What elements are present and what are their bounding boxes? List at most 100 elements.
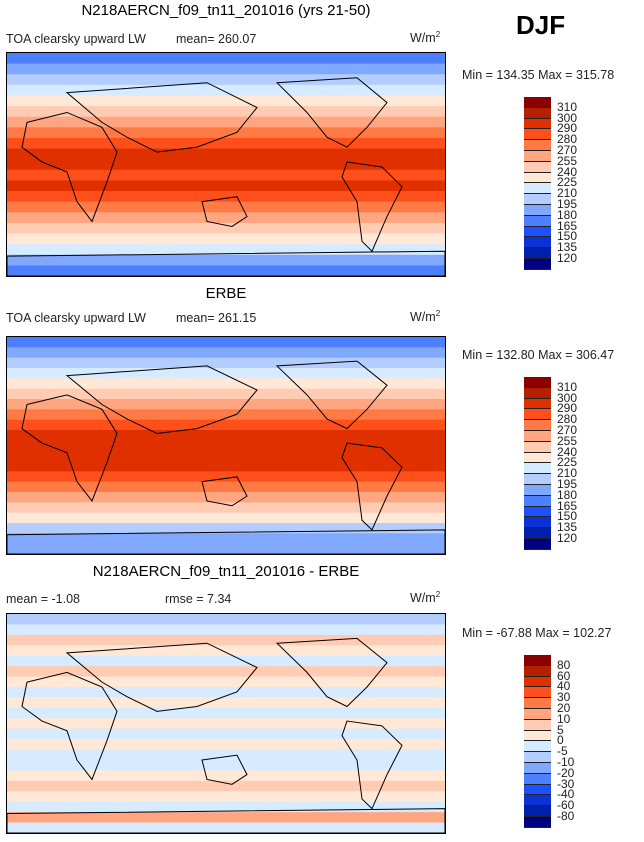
coastline [341,442,403,531]
colorbar-swatch [524,172,551,184]
zonal-band [7,233,445,245]
colorbar-label: 240 [557,164,578,179]
zonal-band [7,337,445,348]
zonal-band [7,697,445,709]
zonal-band [7,461,445,472]
zonal-band [7,770,445,782]
colorbar-label: 270 [557,423,578,437]
colorbar-label: -60 [557,798,575,813]
colorbar-swatch [524,730,551,742]
units-exponent: 2 [435,590,441,599]
coastline [65,365,258,434]
units-exponent: 2 [435,30,441,39]
colorbar-swatch [524,463,551,475]
colorbar-swatch [524,226,551,238]
colorbar-swatch [524,741,551,753]
zonal-band [7,430,445,441]
colorbar-label: 165 [557,498,578,513]
colorbar-swatch [524,420,551,431]
colorbar-swatch [524,795,551,807]
coastline [341,161,403,253]
colorbar-swatch [524,538,551,550]
mean-label: mean = -1.08 [6,592,81,606]
zonal-band [7,419,445,431]
colorbar-label: 180 [557,207,578,222]
zonal-band [7,812,445,824]
zonal-band [7,148,445,160]
panel-subtitle: TOA clearsky upward LW [6,311,146,325]
colorbar-label: 210 [557,466,578,481]
coastline [201,476,248,507]
zonal-band [7,760,445,771]
zonal-band [7,502,445,514]
min-max-label: Min = 134.35 Max = 315.78 [462,68,615,82]
colorbar-label: 310 [557,379,578,394]
colorbar-swatch [524,150,551,162]
colorbar-swatch [524,719,551,731]
coastline [21,671,118,781]
colorbar-label: 120 [557,251,578,265]
zonal-band [7,614,445,625]
colorbar-label: 225 [557,175,578,190]
colorbar-label: 40 [557,679,571,694]
zonal-band [7,728,445,740]
coastline [275,637,388,708]
zonal-band [7,523,445,534]
coastline [341,720,403,810]
colorbar-swatch [524,377,551,388]
map-field [6,614,446,834]
min-max-label: Min = -67.88 Max = 102.27 [462,626,612,640]
colorbar-swatch [524,762,551,774]
colorbar-label: -20 [557,765,575,780]
zonal-band [7,666,445,678]
colorbar-swatch [524,676,551,688]
zonal-band [7,399,445,410]
zonal-band [7,127,445,139]
season-label: DJF [516,10,566,40]
units-text: W/m [410,591,436,606]
zonal-band [7,634,445,646]
colorbar-swatch [524,129,551,141]
colorbar-swatch [524,484,551,496]
zonal-band [7,388,445,400]
zonal-band [7,368,445,379]
zonal-band [7,471,445,483]
colorbar-label: 195 [557,197,578,211]
zonal-band [7,191,445,203]
rmse-label: rmse = 7.34 [165,592,232,606]
units-text: W/m [410,310,436,325]
colorbar [524,655,551,828]
colorbar-label: 80 [557,657,571,672]
zonal-band [7,212,445,224]
zonal-band [7,222,445,235]
colorbar-swatch [524,398,551,410]
coastline [65,82,258,153]
colorbar-swatch [524,97,551,108]
colorbar-swatch [524,752,551,763]
colorbar-label: -10 [557,755,575,769]
coastline [275,77,388,148]
zonal-band [7,801,445,813]
zonal-band [7,357,445,369]
colorbar-label: 300 [557,390,578,405]
colorbar-label: -80 [557,809,575,823]
colorbar-label: 280 [557,412,578,427]
zonal-band [7,137,445,150]
units-exponent: 2 [435,309,441,318]
units-label: W/m2 [410,309,440,324]
zonal-band [7,645,445,657]
panel-title: ERBE [205,285,247,302]
coastline [65,642,258,712]
colorbar-swatch [524,708,551,720]
colorbar-swatch [524,183,551,195]
colorbar-label: 280 [557,132,578,147]
colorbar-label: 30 [557,690,571,705]
colorbar-swatch [524,698,551,709]
colorbar-swatch [524,452,551,464]
colorbar-swatch [524,474,551,485]
colorbar-label: 150 [557,229,578,244]
zonal-band [7,63,445,75]
zonal-band [7,84,445,96]
colorbar-swatch [524,118,551,130]
colorbar-label: 150 [557,509,578,524]
